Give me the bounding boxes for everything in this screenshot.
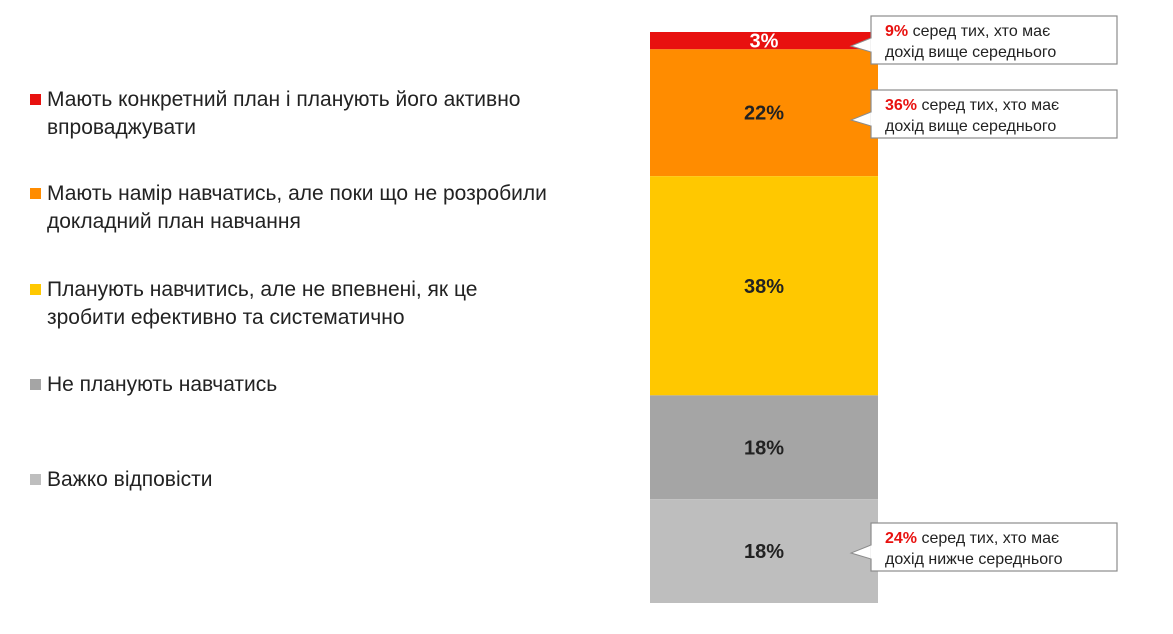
data-label: 38%: [744, 276, 784, 298]
bar-segment: [650, 499, 878, 603]
bar-segment: [650, 49, 878, 177]
data-label: 3%: [750, 31, 779, 53]
chart-legend: Мають конкретний план і планують його ак…: [30, 0, 590, 634]
callout-pointer-joint: [870, 112, 873, 126]
callout-pointer-joint: [870, 38, 873, 52]
legend-label: Мають намір навчатись, але поки що не ро…: [47, 182, 547, 233]
legend-swatch: [30, 474, 41, 485]
legend-item: Важко відповісти: [30, 466, 557, 494]
legend-label: Не планують навчатись: [47, 373, 278, 396]
callout-highlight: 24%: [885, 530, 917, 547]
callout-line-1: 24% серед тих, хто має: [885, 530, 1059, 547]
legend-swatch: [30, 284, 41, 295]
callout-line-2: дохід вище середнього: [885, 44, 1056, 61]
legend-item: Мають намір навчатись, але поки що не ро…: [30, 180, 557, 236]
callout-text: серед тих, хто має: [917, 530, 1059, 547]
callout-line-2: дохід нижче середнього: [885, 551, 1063, 568]
callout-highlight: 9%: [885, 23, 908, 40]
legend-label: Планують навчитись, але не впевнені, як …: [47, 278, 478, 329]
callout-text: серед тих, хто має: [917, 97, 1059, 114]
callout-highlight: 36%: [885, 97, 917, 114]
data-label: 22%: [744, 103, 784, 125]
legend-label: Мають конкретний план і планують його ак…: [47, 88, 521, 139]
bar-segment: [650, 395, 878, 500]
legend-swatch: [30, 188, 41, 199]
legend-item: Планують навчитись, але не впевнені, як …: [30, 276, 557, 332]
callout-line-1: 9% серед тих, хто має: [885, 23, 1050, 40]
data-label: 18%: [744, 437, 784, 459]
callout: 9% серед тих, хто має дохід вище середньо…: [849, 15, 1118, 65]
legend-swatch: [30, 379, 41, 390]
legend-item: Не планують навчатись: [30, 371, 557, 399]
data-label: 18%: [744, 541, 784, 563]
callout-box: [870, 89, 1118, 139]
bar-segment: [650, 176, 878, 396]
callout-text: серед тих, хто має: [908, 23, 1050, 40]
bar-segment: [650, 32, 878, 50]
callout-box: [870, 522, 1118, 572]
callout-line-2: дохід вище середнього: [885, 118, 1056, 135]
callout-pointer-joint: [870, 545, 873, 559]
legend-item: Мають конкретний план і планують його ак…: [30, 86, 557, 142]
legend-label: Важко відповісти: [47, 468, 213, 491]
callout-line-1: 36% серед тих, хто має: [885, 97, 1059, 114]
callout-box: [870, 15, 1118, 65]
legend-swatch: [30, 94, 41, 105]
callout: 24% серед тих, хто має дохід нижче середн…: [849, 522, 1118, 572]
callout: 36% серед тих, хто має дохід вище середнь…: [849, 89, 1118, 139]
